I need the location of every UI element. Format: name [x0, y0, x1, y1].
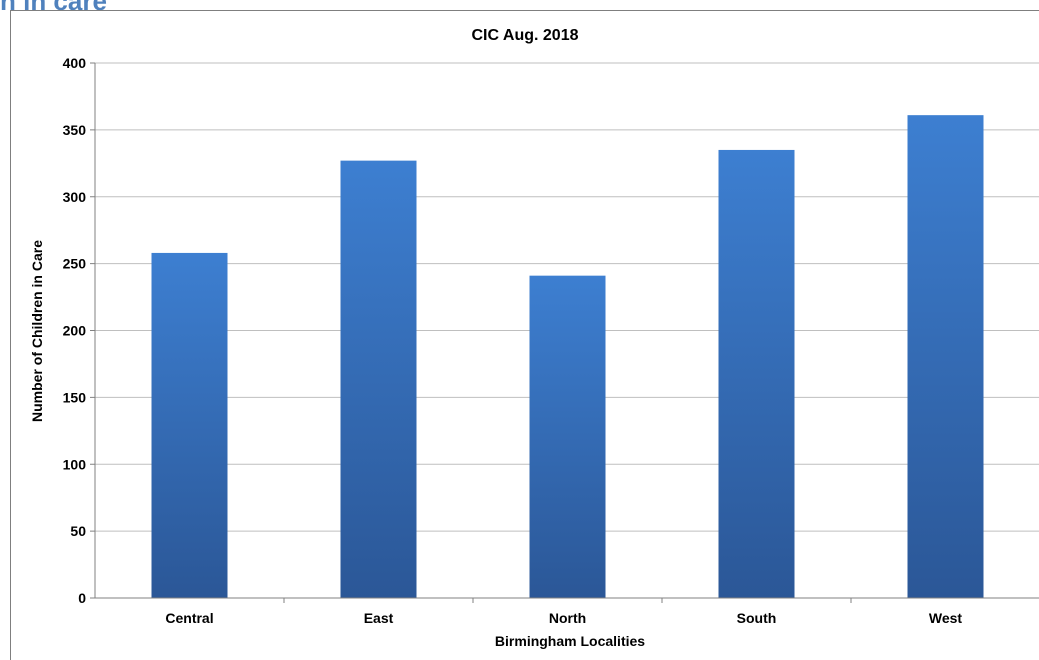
x-tick-label: West: [929, 610, 963, 626]
grid-layer: [95, 62, 1039, 532]
x-axis-title: Birmingham Localities: [495, 633, 645, 649]
bar-south: [718, 149, 795, 598]
bar-layer: [151, 115, 984, 599]
bar-central: [151, 252, 228, 599]
chart-title: CIC Aug. 2018: [472, 27, 579, 44]
chart-frame: [10, 10, 1039, 660]
x-tick-label: South: [737, 610, 777, 626]
bar-east: [340, 160, 417, 598]
x-tick-label: Central: [165, 610, 213, 626]
axis-layer: [90, 62, 1039, 603]
y-tick-label: 200: [63, 323, 87, 339]
x-tick-label: East: [364, 610, 394, 626]
page-heading: n in care: [0, 0, 107, 16]
y-tick-label: 400: [63, 55, 87, 71]
x-tick-label: North: [549, 610, 586, 626]
y-tick-label: 100: [63, 456, 87, 472]
y-tick-label: 150: [63, 389, 87, 405]
y-tick-label: 300: [63, 189, 87, 205]
y-tick-label: 350: [63, 122, 87, 138]
bar-north: [529, 275, 606, 598]
y-axis-title: Number of Children in Care: [29, 240, 45, 422]
bar-west: [907, 115, 984, 598]
label-layer: 0 50 100 150 200 250 300 350 400 Central East North…: [63, 55, 963, 626]
y-tick-label: 50: [70, 523, 86, 539]
y-tick-label: 0: [78, 590, 86, 606]
y-tick-label: 250: [63, 256, 87, 272]
